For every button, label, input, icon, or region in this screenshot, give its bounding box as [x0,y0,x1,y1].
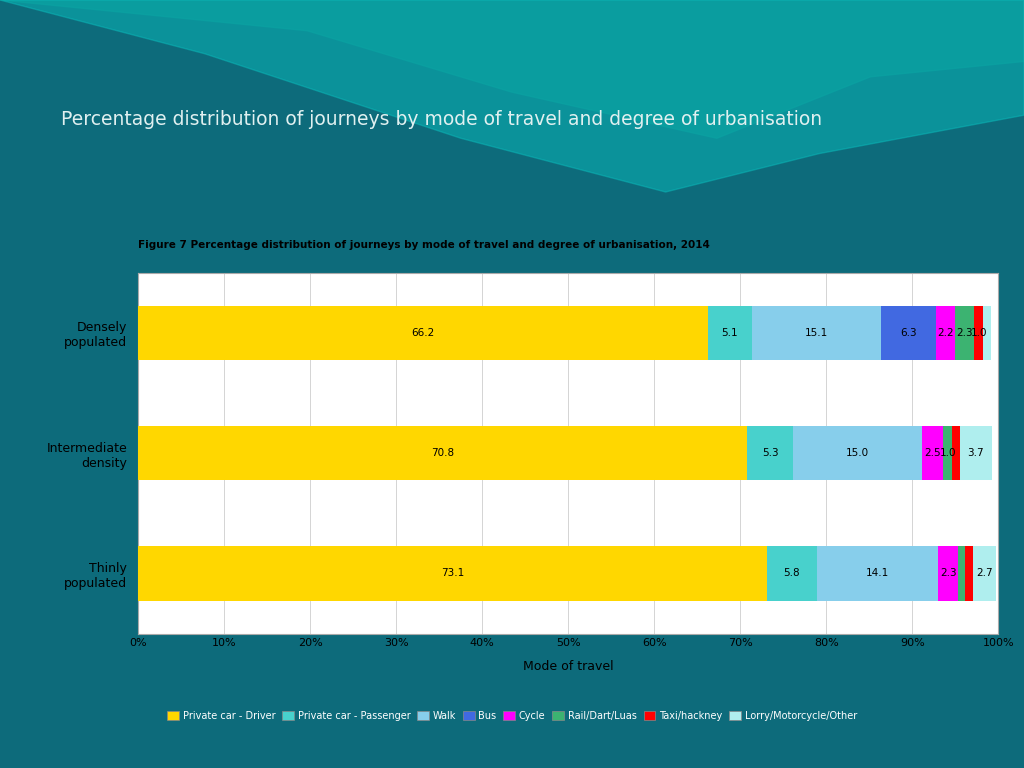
Bar [748,426,793,480]
Bar [138,306,708,360]
Bar [793,426,922,480]
Text: 14.1: 14.1 [866,568,889,578]
Bar [959,426,991,480]
Bar [965,546,973,601]
Text: 15.0: 15.0 [846,448,869,458]
Text: Percentage distribution of journeys by mode of travel and degree of urbanisation: Percentage distribution of journeys by m… [61,110,822,128]
Text: 3.7: 3.7 [968,448,984,458]
Bar [817,546,938,601]
Text: 5.3: 5.3 [762,448,778,458]
Text: 2.5: 2.5 [925,448,941,458]
Bar [767,546,817,601]
Text: 1.0: 1.0 [971,328,987,338]
Text: 15.1: 15.1 [805,328,828,338]
Text: 66.2: 66.2 [412,328,434,338]
Bar [958,546,965,601]
Legend: Private car - Driver, Private car - Passenger, Walk, Bus, Cycle, Rail/Dart/Luas,: Private car - Driver, Private car - Pass… [163,707,861,725]
Text: 1.0: 1.0 [939,448,955,458]
Bar [973,546,995,601]
Text: 2.2: 2.2 [937,328,953,338]
Text: 73.1: 73.1 [441,568,464,578]
Text: 2.7: 2.7 [976,568,992,578]
Bar [922,426,943,480]
Bar [138,546,767,601]
Bar [974,306,983,360]
Bar [938,546,958,601]
Polygon shape [0,0,1024,192]
Bar [983,306,990,360]
Bar [138,426,748,480]
X-axis label: Mode of travel: Mode of travel [523,660,613,673]
Text: 2.3: 2.3 [940,568,956,578]
Bar [943,426,952,480]
Bar [882,306,936,360]
Text: 70.8: 70.8 [431,448,455,458]
Bar [936,306,954,360]
Text: 6.3: 6.3 [900,328,916,338]
Text: 2.3: 2.3 [956,328,973,338]
Bar [752,306,882,360]
Text: Figure 7 Percentage distribution of journeys by mode of travel and degree of urb: Figure 7 Percentage distribution of jour… [138,240,710,250]
Bar [952,426,959,480]
Text: 5.8: 5.8 [783,568,801,578]
Bar [954,306,974,360]
Text: 5.1: 5.1 [721,328,738,338]
Bar [708,306,752,360]
Polygon shape [0,0,1024,138]
